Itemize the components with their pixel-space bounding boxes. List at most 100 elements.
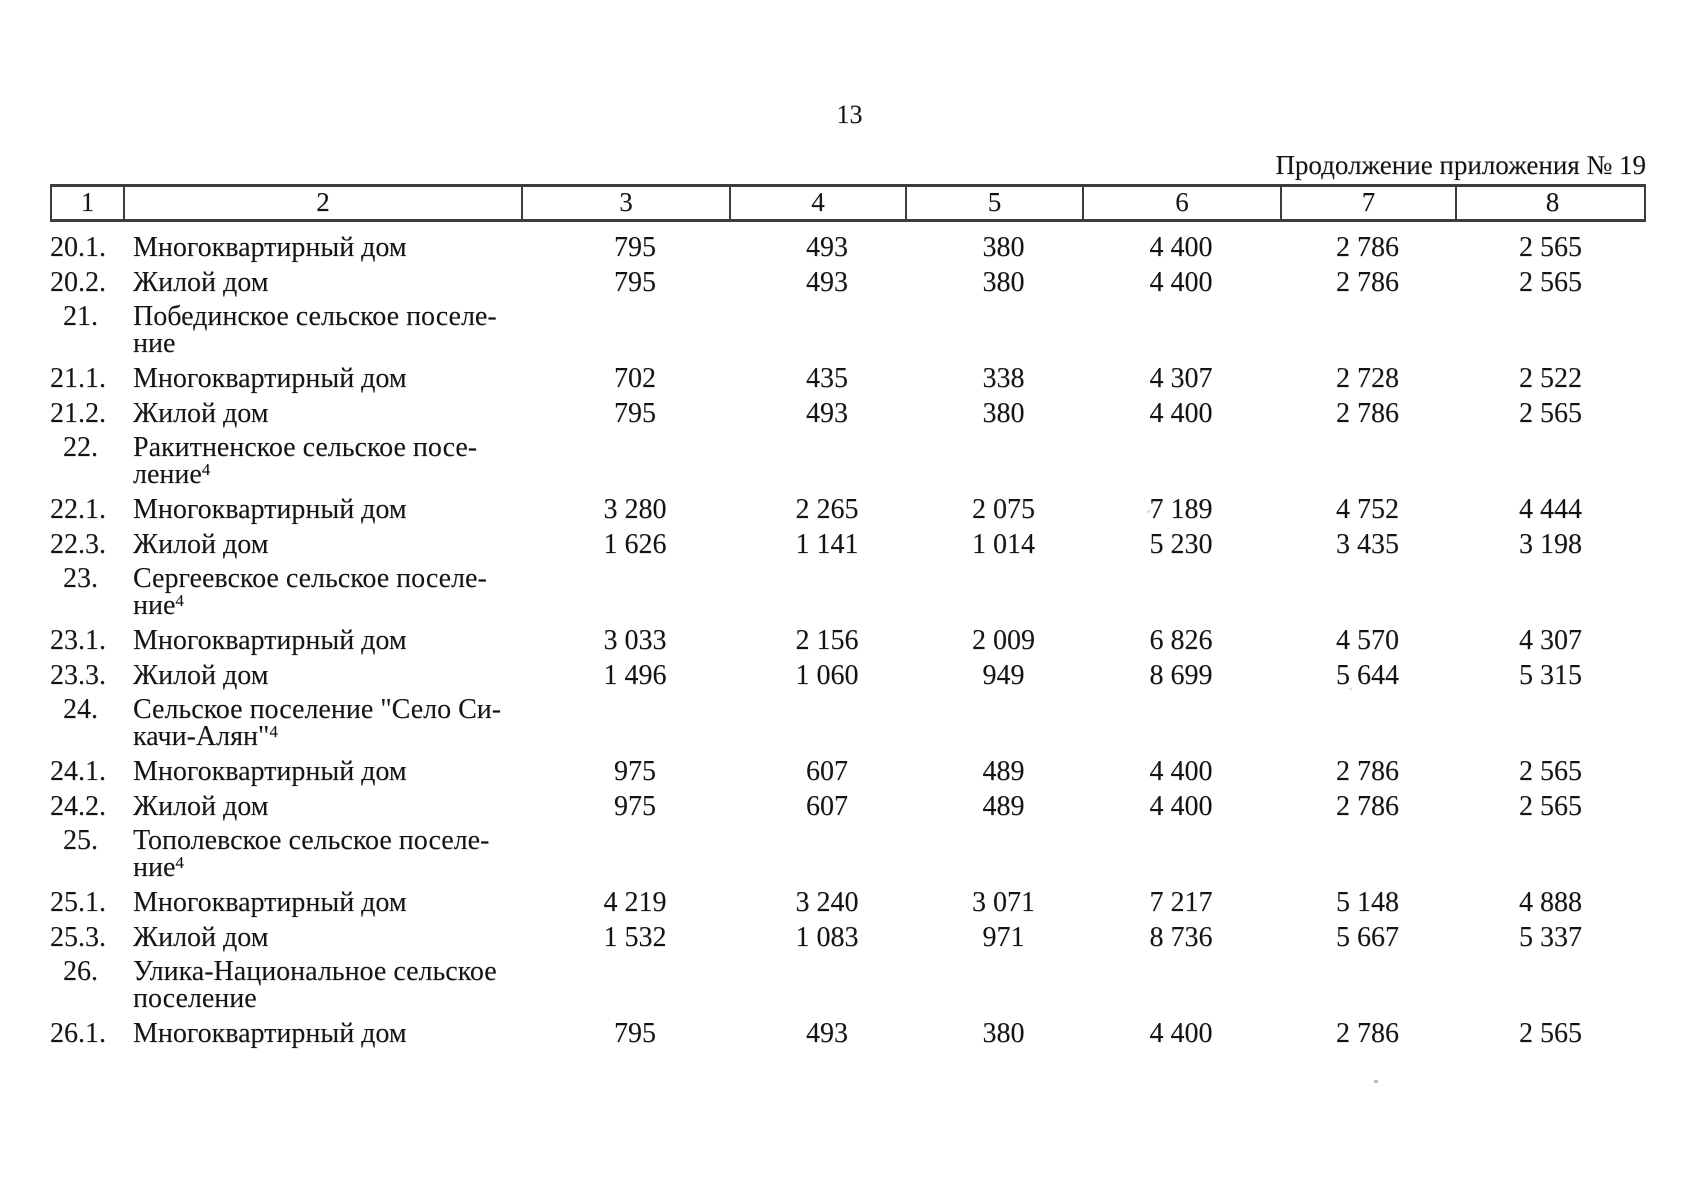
row-number: 21.1. [50,363,106,394]
row-name: Многоквартирный дом [133,494,407,525]
cell-value: 975 [614,756,656,787]
row-number: 21.2. [50,398,106,429]
row-name: Сергеевское сельское поселе-ние4 [133,563,487,621]
table-row: 22.3. Жилой дом 1 626 1 141 1 014 5 230 3 435 3… [50,527,1646,562]
cell-value [1455,300,1646,361]
cell-value: 5 230 [1149,529,1213,560]
cell-value: 4 307 [1149,363,1213,394]
row-name: Ракитненское сельское посе-ление4 [133,432,478,490]
cell-value [1082,431,1280,492]
cell-value: 4 752 [1336,494,1399,525]
cell-value: 493 [806,267,848,298]
footnote-marker: 4 [175,852,184,872]
row-name: Жилой дом [133,922,269,953]
cell-value: 380 [982,232,1025,263]
cell-value [1082,693,1280,754]
cell-value: 4 888 [1519,887,1582,918]
cell-value: 7 217 [1149,887,1213,918]
cell-value: 435 [806,363,848,394]
row-number: 23.1. [50,625,106,656]
cell-value [905,955,1082,1016]
column-header: 7 [1282,187,1457,219]
table-row: 25.3. Жилой дом 1 532 1 083 971 8 736 5 667 5 3… [50,920,1646,955]
row-number: 22.3. [50,529,106,560]
row-number: 21. [63,301,98,332]
cell-value: 2 565 [1519,791,1582,822]
cell-value: 607 [806,791,848,822]
cell-value: 1 626 [603,529,667,560]
cell-value: 8 699 [1149,660,1213,691]
cell-value: 4 400 [1149,756,1213,787]
row-name: Многоквартирный дом [133,756,407,787]
scan-speck [1147,510,1150,513]
cell-value: 6 826 [1149,625,1213,656]
cell-value [1082,562,1280,623]
footnote-marker: 4 [269,721,278,741]
cell-value: 1 141 [795,529,859,560]
cell-value: 2 156 [795,625,859,656]
cell-value: 2 565 [1519,267,1582,298]
cell-value [1082,300,1280,361]
cell-value [521,824,729,885]
cell-value: 4 400 [1149,1018,1213,1049]
cell-value: 5 148 [1336,887,1399,918]
cell-value: 4 400 [1149,232,1213,263]
cell-value: 795 [614,1018,656,1049]
table-body: 20.1. Многоквартирный дом 795 493 380 4 400 2 … [50,222,1646,1051]
cell-value: 795 [614,232,656,263]
cell-value [1082,824,1280,885]
cell-value: 493 [806,232,848,263]
cell-value: 489 [982,791,1025,822]
cell-value: 2 728 [1336,363,1399,394]
row-name: Сельское поселение "Село Си-качи-Алян"4 [133,694,502,752]
cell-value [1280,955,1455,1016]
table-row: 22.1. Многоквартирный дом 3 280 2 265 2 075 7… [50,492,1646,527]
column-header: 6 [1084,187,1282,219]
cell-value: 795 [614,398,656,429]
row-number: 22.1. [50,494,106,525]
table-row: 23.3. Жилой дом 1 496 1 060 949 8 699 5 644 5 3… [50,658,1646,693]
row-name: Многоквартирный дом [133,625,407,656]
cell-value: 2 522 [1519,363,1582,394]
cell-value: 380 [982,1018,1025,1049]
cell-value [729,431,905,492]
cell-value: 5 337 [1519,922,1582,953]
cell-value: 4 400 [1149,267,1213,298]
cell-value: 4 444 [1519,494,1582,525]
cell-value: 2 009 [972,625,1035,656]
cell-value: 4 307 [1519,625,1582,656]
row-name: Многоквартирный дом [133,232,407,263]
column-header: 3 [523,187,731,219]
row-name: Жилой дом [133,529,269,560]
cell-value: 7 189 [1149,494,1213,525]
cell-value: 4 400 [1149,791,1213,822]
section-row: 22. Ракитненское сельское посе-ление4 [50,431,1646,492]
row-name: Многоквартирный дом [133,363,407,394]
table-row: 26.1. Многоквартирный дом 795 493 380 4 400 2 … [50,1016,1646,1051]
cell-value [521,955,729,1016]
appendix-table: 1 2 3 4 5 6 7 8 20.1. Многоквартирный дом… [50,184,1646,1051]
row-name: Улика-Национальное сельское поселение [133,956,497,1014]
cell-value [905,824,1082,885]
column-header: 8 [1545,187,1560,217]
cell-value: 380 [982,267,1025,298]
cell-value: 338 [982,363,1025,394]
footnote-marker: 4 [175,590,184,610]
cell-value: 5 667 [1336,922,1399,953]
row-number: 23. [63,563,98,594]
row-name: Многоквартирный дом [133,1018,407,1049]
cell-value [905,693,1082,754]
cell-value: 1 496 [603,660,667,691]
cell-value: 8 736 [1149,922,1213,953]
table-row: 23.1. Многоквартирный дом 3 033 2 156 2 009 6… [50,623,1646,658]
cell-value [729,693,905,754]
table-row: 21.2. Жилой дом 795 493 380 4 400 2 786 2 565 [50,396,1646,431]
cell-value [521,431,729,492]
cell-value: 3 280 [603,494,667,525]
row-number: 20.1. [50,232,106,263]
section-row: 25. Тополевское сельское поселе-ние4 [50,824,1646,885]
cell-value: 2 565 [1519,756,1582,787]
cell-value: 975 [614,791,656,822]
table-row: 24.1. Многоквартирный дом 975 607 489 4 400 2 … [50,754,1646,789]
